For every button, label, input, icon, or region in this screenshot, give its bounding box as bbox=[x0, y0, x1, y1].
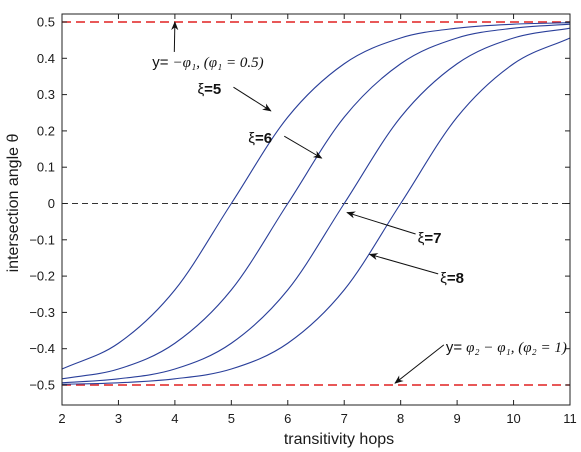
annotation-label-3: ξ=7 bbox=[418, 230, 442, 247]
annotation-value: =6 bbox=[255, 130, 272, 147]
y-tick-label: −0.5 bbox=[29, 378, 55, 393]
y-tick-label: 0.1 bbox=[37, 160, 55, 175]
series-line-1 bbox=[61, 23, 571, 380]
x-tick-label: 5 bbox=[228, 411, 235, 426]
annotation-prefix: y= bbox=[446, 339, 463, 356]
plot-frame bbox=[61, 13, 571, 406]
y-tick-label: 0.5 bbox=[37, 15, 55, 30]
x-tick-label: 3 bbox=[115, 411, 122, 426]
annotation-prefix: y= bbox=[152, 54, 169, 71]
axis-ticks: 2 3 4 5 6 7 8 9 10 11 −0.5 −0.4 −0.3 −0.2 −0.1 0 0.1 0.2 0… bbox=[29, 14, 577, 426]
annotation-arrow-4 bbox=[368, 253, 439, 275]
y-tick-label: 0 bbox=[48, 196, 55, 211]
annotation-prefix: ξ bbox=[440, 270, 447, 287]
annotation-value: =5 bbox=[204, 81, 221, 98]
y-tick-label: −0.1 bbox=[29, 232, 55, 247]
annotations: y= −φ₁, (φ₁ = 0.5)ξ=5ξ=6ξ=7ξ=8y= φ₂ − φ₁, … bbox=[152, 21, 567, 384]
y-tick-label: 0.4 bbox=[37, 51, 55, 66]
annotation-arrow-5 bbox=[394, 344, 445, 384]
annotation-prefix: ξ bbox=[248, 130, 255, 147]
annotation-arrow-3 bbox=[346, 211, 416, 235]
annotation-label-1: ξ=5 bbox=[197, 81, 221, 98]
annotation-value: =8 bbox=[447, 270, 464, 287]
series-line-3 bbox=[61, 37, 571, 385]
series-line-2 bbox=[61, 27, 571, 384]
x-tick-label: 8 bbox=[397, 411, 404, 426]
y-tick-label: −0.3 bbox=[29, 305, 55, 320]
x-axis-title: transitivity hops bbox=[284, 431, 394, 448]
reference-lines bbox=[62, 21, 570, 386]
x-tick-label: 2 bbox=[58, 411, 65, 426]
series-lines bbox=[61, 22, 571, 385]
y-tick-label: 0.3 bbox=[37, 87, 55, 102]
annotation-prefix: ξ bbox=[418, 230, 425, 247]
x-tick-label: 7 bbox=[341, 411, 348, 426]
x-tick-label: 6 bbox=[284, 411, 291, 426]
annotation-arrow-1 bbox=[233, 86, 272, 112]
annotation-math: −φ₁, (φ₁ = 0.5) bbox=[173, 55, 264, 71]
annotation-label-5: y= φ₂ − φ₁, (φ₂ = 1) bbox=[446, 339, 567, 356]
annotation-label-4: ξ=8 bbox=[440, 270, 464, 287]
annotation-prefix: ξ bbox=[197, 81, 204, 98]
annotation-arrow-0 bbox=[171, 21, 179, 52]
annotation-value: =7 bbox=[424, 230, 441, 247]
annotation-label-2: ξ=6 bbox=[248, 130, 272, 147]
annotation-label-0: y= −φ₁, (φ₁ = 0.5) bbox=[152, 54, 263, 71]
x-tick-label: 9 bbox=[453, 411, 460, 426]
y-axis-title: intersection angle θ bbox=[5, 134, 22, 273]
y-tick-label: 0.2 bbox=[37, 123, 55, 138]
y-tick-label: −0.2 bbox=[29, 269, 55, 284]
x-tick-label: 10 bbox=[506, 411, 520, 426]
annotation-math: φ₂ − φ₁, (φ₂ = 1) bbox=[466, 340, 567, 356]
x-tick-label: 4 bbox=[171, 411, 178, 426]
y-tick-label: −0.4 bbox=[29, 341, 55, 356]
axes-frame bbox=[61, 13, 571, 406]
series-line-0 bbox=[61, 22, 571, 370]
x-tick-label: 11 bbox=[563, 411, 577, 426]
annotation-arrow-2 bbox=[284, 135, 323, 159]
